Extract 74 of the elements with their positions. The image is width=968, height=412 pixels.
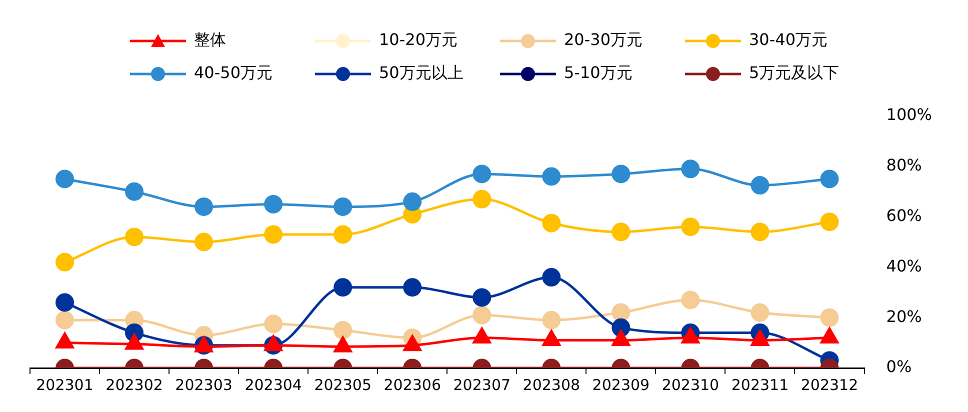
point <box>681 218 700 236</box>
y-tick-label: 80% <box>886 156 922 175</box>
point <box>612 222 630 242</box>
legend-label: 40-50万元 <box>194 63 272 84</box>
x-tick-label: 202302 <box>106 376 163 394</box>
point <box>56 310 74 330</box>
legend-label: 50万元以上 <box>379 63 464 84</box>
point <box>56 170 74 188</box>
legend-label: 整体 <box>194 30 226 51</box>
x-tick-label: 202305 <box>314 376 372 394</box>
point <box>750 303 770 322</box>
legend-label: 5万元及以下 <box>749 63 840 84</box>
point <box>750 176 770 195</box>
point <box>264 314 283 334</box>
point <box>125 182 144 201</box>
y-tick-label: 100% <box>886 105 932 124</box>
x-tick-label: 202307 <box>453 376 511 394</box>
point <box>681 328 700 344</box>
point <box>472 328 491 344</box>
point <box>125 228 144 246</box>
point <box>542 214 561 232</box>
x-tick-label: 202309 <box>592 376 650 394</box>
point <box>264 225 283 244</box>
legend-label: 20-30万元 <box>564 30 642 51</box>
legend-label: 5-10万元 <box>564 63 632 84</box>
point <box>334 336 352 352</box>
y-tick-label: 20% <box>886 306 922 326</box>
point <box>56 332 74 349</box>
point <box>56 293 74 312</box>
y-tick-label: 40% <box>886 256 922 276</box>
x-tick-label: 202306 <box>384 376 441 394</box>
point <box>750 330 770 346</box>
point <box>264 335 282 352</box>
point <box>820 328 839 344</box>
point <box>750 222 770 242</box>
point <box>542 167 561 186</box>
point <box>681 160 700 178</box>
x-tick-label: 202303 <box>175 376 232 394</box>
x-tick-label: 202312 <box>800 376 858 394</box>
legend-label: 30-40万元 <box>749 30 828 51</box>
point <box>472 306 492 324</box>
point <box>472 288 492 307</box>
point <box>542 330 560 346</box>
point <box>681 290 700 310</box>
point <box>264 194 283 214</box>
x-tick-label: 202310 <box>662 376 720 394</box>
point <box>403 335 422 352</box>
point <box>125 334 144 350</box>
point <box>194 232 214 252</box>
point <box>472 164 492 184</box>
point <box>820 308 839 327</box>
x-tick-label: 202301 <box>36 376 94 394</box>
point <box>820 170 839 188</box>
x-tick-label: 202304 <box>244 376 302 394</box>
point <box>334 320 352 340</box>
point <box>612 164 630 184</box>
x-tick-label: 202311 <box>731 376 789 394</box>
point <box>334 197 352 216</box>
point <box>542 310 561 330</box>
point <box>612 303 630 322</box>
point <box>612 330 630 346</box>
y-tick-label: 60% <box>886 206 922 225</box>
x-tick-label: 202308 <box>522 376 580 394</box>
point <box>334 225 352 244</box>
point <box>403 278 422 297</box>
point <box>820 212 839 232</box>
point <box>56 252 74 272</box>
point <box>542 268 561 287</box>
y-tick-label: 0% <box>886 357 912 376</box>
point <box>334 278 352 297</box>
point <box>472 190 492 208</box>
legend-label: 10-20万元 <box>379 30 458 51</box>
point <box>403 192 422 211</box>
point <box>194 197 214 216</box>
